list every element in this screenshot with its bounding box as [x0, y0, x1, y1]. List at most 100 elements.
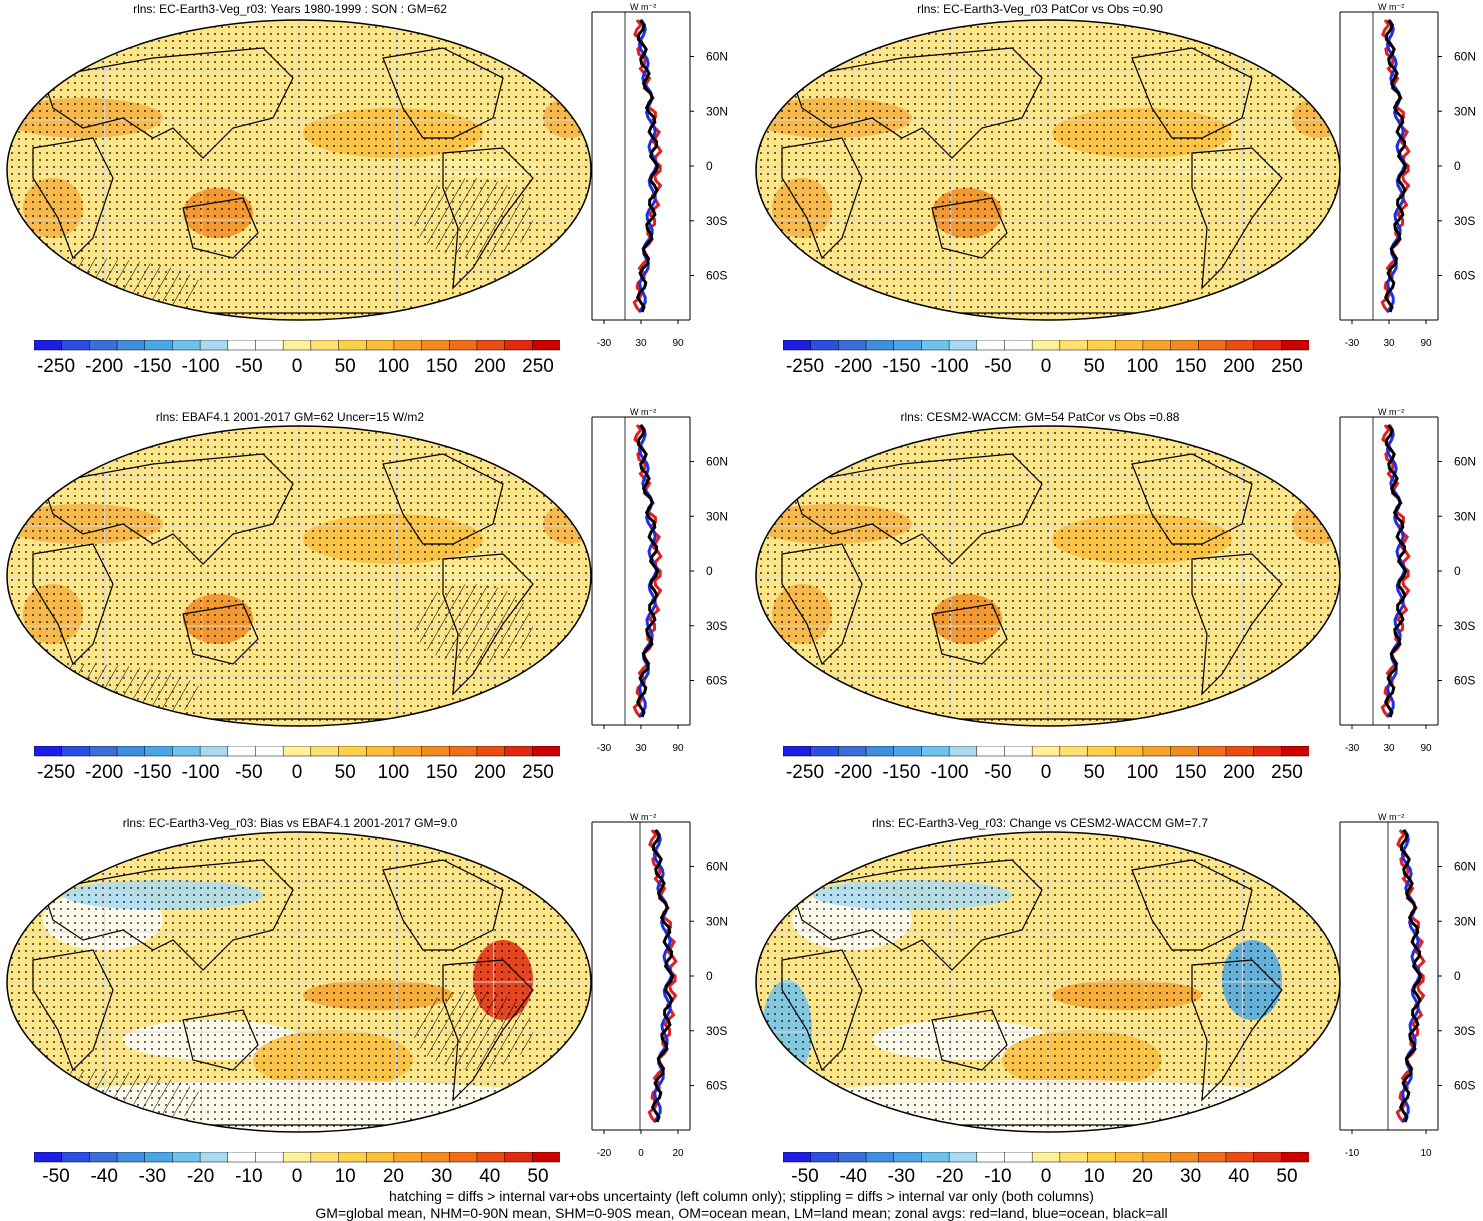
colorbar-tick-label: -200 [834, 356, 873, 377]
colorbar-tick-label: -150 [133, 356, 172, 377]
profile-x-tick-label: -30 [597, 338, 612, 349]
panel-title: rlns: EC-Earth3-Veg_r03: Bias vs EBAF4.1… [122, 816, 458, 830]
latitude-label: 30S [1454, 1024, 1475, 1038]
colorbar-tick-label: 0 [291, 1166, 303, 1187]
profile-unit-label: W m⁻² [630, 407, 656, 417]
latitude-label: 0 [1454, 564, 1461, 578]
latitude-label: 60N [1454, 860, 1476, 874]
colorbar-tick-label: -30 [887, 1166, 916, 1187]
profile-x-tick-label: -30 [1345, 338, 1360, 349]
colorbar-labels: -250 -200 -150 -100 -50 0 50 100 150 200 250 [34, 762, 560, 784]
colorbar-tick-label: -100 [930, 762, 969, 783]
colorbar-tick-label: -20 [186, 1166, 215, 1187]
latitude-label: 30S [1454, 619, 1475, 633]
colorbar-tick-label: -250 [36, 356, 76, 377]
profile-x-tick-label: 30 [635, 743, 647, 754]
zonal-mean-profile: 60N 30N 0 30S 60S -30 30 90 W m⁻² [1339, 407, 1476, 754]
colorbar-tick-label: 200 [473, 762, 506, 783]
profile-x-tick-label: 10 [1420, 1148, 1432, 1159]
panel-title: rlns: EBAF4.1 2001-2017 GM=62 Uncer=15 W… [155, 410, 425, 424]
colorbar-tick-label: 20 [1131, 1166, 1153, 1187]
colorbar [783, 1152, 1309, 1163]
latitude-label: 60S [1454, 269, 1475, 283]
colorbar-tick-label: 30 [431, 1166, 453, 1187]
latitude-label: 60N [1454, 50, 1476, 64]
latitude-label: 60N [1454, 455, 1476, 469]
footer-note-hatching: hatching = diffs > internal var+obs unce… [389, 1188, 1094, 1204]
global-map [755, 19, 1341, 321]
zonal-mean-profile: 60N 30N 0 30S 60S -30 30 90 W m⁻² [591, 407, 728, 754]
colorbar-tick-label: 50 [1276, 1166, 1298, 1187]
colorbar-tick-label: -200 [85, 356, 124, 377]
global-map [755, 831, 1341, 1133]
profile-x-tick-label: -30 [597, 743, 612, 754]
colorbar-tick-label: 50 [1083, 762, 1105, 783]
global-map [755, 425, 1341, 727]
colorbar-tick-label: 250 [522, 762, 554, 783]
colorbar-tick-label: -100 [181, 762, 220, 783]
colorbar-tick-label: 0 [1040, 1166, 1052, 1187]
colorbar-tick-label: -50 [791, 1166, 819, 1187]
colorbar-tick-label: 100 [377, 762, 410, 783]
latitude-label: 30N [706, 509, 728, 523]
colorbar-tick-label: -150 [133, 762, 172, 783]
colorbar-tick-label: 200 [1222, 356, 1255, 377]
colorbar-labels: -250 -200 -150 -100 -50 0 50 100 150 200 250 [34, 356, 560, 378]
latitude-label: 30N [1454, 104, 1476, 118]
profile-x-tick-label: 90 [672, 338, 684, 349]
colorbar-tick-label: -50 [42, 1166, 70, 1187]
colorbar-tick-label: -50 [235, 762, 263, 783]
latitude-label: 0 [706, 564, 713, 578]
colorbar-tick-label: 100 [1126, 356, 1159, 377]
profile-x-tick-label: 90 [1420, 338, 1432, 349]
latitude-label: 0 [706, 159, 713, 173]
colorbar-tick-label: 10 [1083, 1166, 1105, 1187]
colorbar-tick-label: -150 [882, 762, 921, 783]
colorbar-labels: -50 -40 -30 -20 -10 0 10 20 30 40 50 [34, 1166, 560, 1188]
profile-x-tick-label: 30 [635, 338, 647, 349]
colorbar-tick-label: -200 [85, 762, 124, 783]
latitude-label: 0 [1454, 969, 1461, 983]
profile-unit-label: W m⁻² [630, 812, 656, 822]
footer-note-legend: GM=global mean, NHM=0-90N mean, SHM=0-90… [315, 1205, 1168, 1221]
profile-x-tick-label: -30 [1345, 743, 1360, 754]
latitude-label: 0 [1454, 159, 1461, 173]
colorbar-labels: -250 -200 -150 -100 -50 0 50 100 150 200 250 [783, 356, 1309, 378]
latitude-label: 60S [1454, 674, 1475, 688]
latitude-label: 30N [1454, 509, 1476, 523]
latitude-label: 60S [706, 269, 727, 283]
profile-x-tick-label: 30 [1383, 743, 1395, 754]
latitude-label: 60N [706, 455, 728, 469]
colorbar-tick-label: -200 [834, 762, 873, 783]
colorbar-tick-label: 0 [1040, 356, 1052, 377]
latitude-label: 30S [706, 1024, 727, 1038]
colorbar-tick-label: 0 [1040, 762, 1052, 783]
colorbar-tick-label: -100 [181, 356, 220, 377]
colorbar-tick-label: -100 [930, 356, 969, 377]
profile-unit-label: W m⁻² [1378, 2, 1404, 12]
profile-x-tick-label: 20 [672, 1148, 684, 1159]
colorbar-labels: -50 -40 -30 -20 -10 0 10 20 30 40 50 [783, 1166, 1309, 1188]
colorbar-tick-label: -250 [36, 762, 76, 783]
colorbar-tick-label: 100 [377, 356, 410, 377]
latitude-label: 30N [706, 104, 728, 118]
colorbar-tick-label: 40 [1228, 1166, 1250, 1187]
zonal-mean-profile: 60N 30N 0 30S 60S -30 30 90 W m⁻² [1339, 2, 1476, 349]
profile-x-tick-label: 30 [1383, 338, 1395, 349]
colorbar-tick-label: 0 [291, 356, 303, 377]
profile-unit-label: W m⁻² [1378, 812, 1404, 822]
panel-title: rlns: EC-Earth3-Veg_r03 PatCor vs Obs =0… [917, 2, 1163, 16]
profile-x-tick-label: 90 [672, 743, 684, 754]
latitude-label: 30S [1454, 214, 1475, 228]
latitude-label: 0 [706, 969, 713, 983]
latitude-label: 60S [706, 1079, 727, 1093]
latitude-label: 30N [706, 914, 728, 928]
profile-unit-label: W m⁻² [1378, 407, 1404, 417]
colorbar-tick-label: 10 [334, 1166, 356, 1187]
colorbar-tick-label: 50 [334, 356, 356, 377]
global-map [6, 831, 592, 1133]
zonal-mean-profile: 60N 30N 0 30S 60S -10 10 W m⁻² [1339, 812, 1476, 1159]
profile-x-tick-label: -10 [1345, 1148, 1360, 1159]
colorbar-tick-label: -40 [90, 1166, 118, 1187]
colorbar-tick-label: 40 [479, 1166, 501, 1187]
